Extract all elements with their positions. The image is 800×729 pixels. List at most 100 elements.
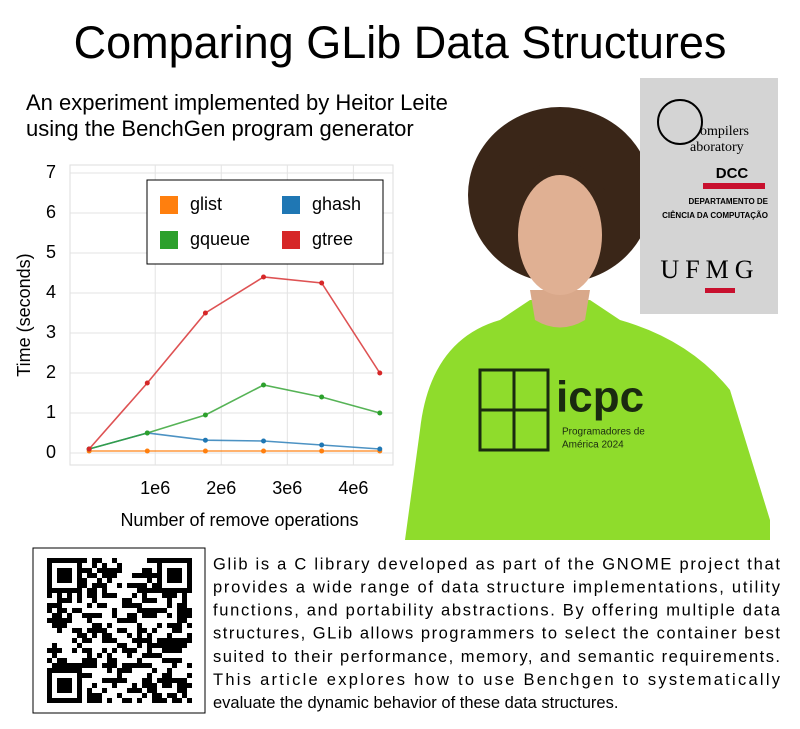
qr-module	[172, 648, 177, 653]
qr-module	[127, 668, 132, 673]
qr-module	[102, 588, 107, 593]
legend-swatch	[160, 196, 178, 214]
series-point	[261, 448, 267, 454]
qr-module	[77, 583, 82, 588]
qr-module	[132, 663, 137, 668]
qr-module	[177, 688, 182, 693]
qr-module	[177, 638, 182, 643]
qr-module	[102, 568, 107, 573]
qr-module	[127, 698, 132, 703]
qr-module	[77, 688, 82, 693]
qr-module	[47, 648, 52, 653]
qr-module	[77, 608, 82, 613]
qr-module	[107, 663, 112, 668]
qr-module	[167, 588, 172, 593]
qr-module	[152, 628, 157, 633]
qr-module	[137, 603, 142, 608]
qr-module	[177, 643, 182, 648]
series-point	[319, 442, 325, 448]
neck	[530, 290, 590, 328]
qr-module	[87, 658, 92, 663]
series-point	[377, 446, 383, 452]
series-point	[86, 446, 92, 452]
qr-module	[147, 673, 152, 678]
qr-module	[172, 558, 177, 563]
qr-module	[167, 658, 172, 663]
qr-module	[187, 633, 192, 638]
qr-module	[127, 688, 132, 693]
qr-module	[97, 613, 102, 618]
qr-module	[182, 618, 187, 623]
qr-module	[77, 663, 82, 668]
qr-module	[117, 668, 122, 673]
qr-module	[122, 698, 127, 703]
qr-module	[122, 643, 127, 648]
qr-module	[142, 608, 147, 613]
qr-module	[167, 683, 172, 688]
qr-module	[172, 623, 177, 628]
qr-module	[52, 663, 57, 668]
qr-module	[137, 573, 142, 578]
series-point	[144, 380, 150, 386]
qr-module	[172, 573, 177, 578]
qr-module	[67, 578, 72, 583]
qr-module	[162, 658, 167, 663]
qr-module	[147, 613, 152, 618]
qr-module	[72, 648, 77, 653]
qr-module	[182, 603, 187, 608]
series-point	[261, 438, 267, 444]
qr-module	[117, 643, 122, 648]
qr-module	[57, 683, 62, 688]
y-tick-label: 7	[46, 162, 56, 182]
qr-module	[117, 678, 122, 683]
qr-module	[142, 628, 147, 633]
qr-module	[47, 693, 52, 698]
qr-module	[87, 693, 92, 698]
qr-module	[182, 608, 187, 613]
y-tick-label: 3	[46, 322, 56, 342]
qr-module	[152, 613, 157, 618]
qr-module	[117, 628, 122, 633]
qr-module	[137, 688, 142, 693]
qr-module	[142, 638, 147, 643]
qr-module	[117, 618, 122, 623]
qr-module	[57, 568, 62, 573]
qr-module	[167, 623, 172, 628]
qr-module	[102, 563, 107, 568]
qr-module	[142, 583, 147, 588]
qr-module	[177, 678, 182, 683]
qr-module	[47, 658, 52, 663]
qr-module	[112, 663, 117, 668]
qr-module	[67, 573, 72, 578]
qr-module	[87, 698, 92, 703]
qr-module	[167, 593, 172, 598]
qr-module	[157, 643, 162, 648]
qr-module	[62, 683, 67, 688]
y-tick-label: 1	[46, 402, 56, 422]
qr-module	[132, 583, 137, 588]
qr-module	[117, 583, 122, 588]
qr-module	[47, 698, 52, 703]
lab-name: ompilers	[700, 124, 749, 139]
qr-module	[77, 578, 82, 583]
qr-code	[47, 558, 192, 703]
qr-module	[147, 558, 152, 563]
qr-module	[167, 633, 172, 638]
qr-module	[102, 628, 107, 633]
qr-module	[172, 638, 177, 643]
qr-module	[87, 663, 92, 668]
qr-module	[122, 648, 127, 653]
qr-module	[97, 653, 102, 658]
qr-module	[72, 558, 77, 563]
photo: icpc Programadores de América 2024	[405, 107, 770, 540]
qr-module	[122, 663, 127, 668]
qr-module	[97, 698, 102, 703]
face	[518, 175, 602, 295]
qr-module	[57, 668, 62, 673]
qr-module	[47, 603, 52, 608]
qr-module	[67, 663, 72, 668]
qr-module	[97, 603, 102, 608]
qr-module	[187, 638, 192, 643]
qr-module	[107, 593, 112, 598]
